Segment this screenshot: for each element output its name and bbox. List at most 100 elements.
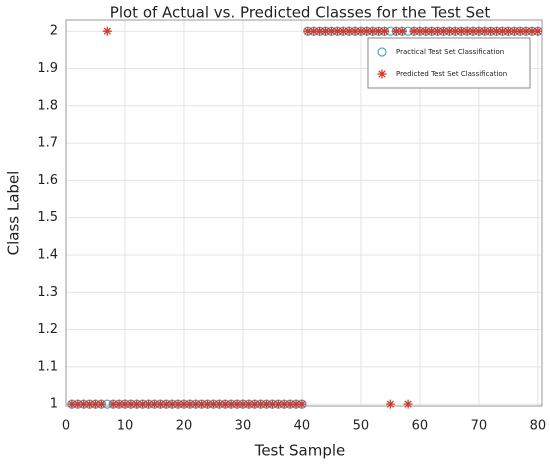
data-point [356, 26, 366, 36]
data-point [468, 26, 478, 36]
y-tick-label: 2 [50, 24, 58, 39]
data-point [161, 399, 171, 409]
data-point [391, 26, 401, 36]
data-point [144, 399, 154, 409]
data-point [456, 26, 466, 36]
x-tick-label: 60 [412, 419, 429, 434]
data-point [444, 26, 454, 36]
x-tick-label: 0 [62, 419, 70, 434]
data-point [197, 399, 207, 409]
data-point [291, 399, 301, 409]
data-point [480, 26, 490, 36]
data-point [515, 26, 525, 36]
y-tick-label: 1.6 [37, 173, 58, 188]
data-point [509, 26, 519, 36]
data-point [374, 26, 384, 36]
data-point [326, 26, 336, 36]
x-tick-label: 40 [294, 419, 311, 434]
data-point [368, 26, 378, 36]
data-point [191, 399, 201, 409]
data-point [521, 26, 531, 36]
data-point [108, 399, 118, 409]
y-tick-label: 1.5 [37, 210, 58, 225]
data-point [250, 399, 260, 409]
data-point [450, 26, 460, 36]
data-point [462, 26, 472, 36]
data-point [96, 399, 106, 409]
data-point [85, 399, 95, 409]
data-point [73, 399, 83, 409]
data-point [486, 26, 496, 36]
data-point [102, 26, 112, 36]
data-point [90, 399, 100, 409]
data-point [267, 399, 277, 409]
legend-label: Practical Test Set Classification [396, 48, 504, 56]
data-point [126, 399, 136, 409]
x-tick-label: 50 [353, 419, 370, 434]
data-point [297, 399, 307, 409]
data-point [262, 399, 272, 409]
data-point [149, 399, 159, 409]
y-tick-label: 1.3 [37, 285, 58, 300]
data-point [344, 26, 354, 36]
data-point [238, 399, 248, 409]
data-point [503, 26, 513, 36]
data-point [114, 399, 124, 409]
y-tick-label: 1.8 [37, 98, 58, 113]
data-point [214, 399, 224, 409]
data-point [179, 399, 189, 409]
x-tick-label: 10 [117, 419, 134, 434]
y-tick-label: 1.1 [37, 359, 58, 374]
data-point [132, 399, 142, 409]
data-point [315, 26, 325, 36]
data-point [350, 26, 360, 36]
data-point [155, 399, 165, 409]
data-point [79, 399, 89, 409]
x-tick-label: 70 [471, 419, 488, 434]
x-tick-label: 80 [530, 419, 547, 434]
data-point [232, 399, 242, 409]
data-point [120, 399, 130, 409]
data-point [173, 399, 183, 409]
data-point [226, 399, 236, 409]
data-point [380, 26, 390, 36]
legend-marker [377, 47, 387, 57]
data-point [421, 26, 431, 36]
data-point [497, 26, 507, 36]
data-point [492, 26, 502, 36]
x-axis-label: Test Sample [254, 442, 346, 460]
x-tick-label: 30 [235, 419, 252, 434]
data-point [533, 26, 543, 36]
x-tick-label: 20 [176, 419, 193, 434]
data-point [273, 399, 283, 409]
data-point [67, 399, 77, 409]
data-point [427, 26, 437, 36]
data-point [409, 26, 419, 36]
y-tick-label: 1.2 [37, 322, 58, 337]
data-point [403, 399, 413, 409]
data-point [285, 399, 295, 409]
data-point [185, 399, 195, 409]
data-point [362, 26, 372, 36]
data-point [527, 26, 537, 36]
data-point [138, 399, 148, 409]
y-tick-label: 1.4 [37, 247, 58, 262]
data-point [256, 399, 266, 409]
y-tick-label: 1.7 [37, 136, 58, 151]
data-point [220, 399, 230, 409]
data-point [208, 399, 218, 409]
legend-marker [377, 69, 387, 79]
data-point [438, 26, 448, 36]
data-point [415, 26, 425, 36]
data-point [244, 399, 254, 409]
data-point [203, 399, 213, 409]
data-point [433, 26, 443, 36]
chart-title: Plot of Actual vs. Predicted Classes for… [110, 4, 491, 22]
data-point [321, 26, 331, 36]
data-point [303, 26, 313, 36]
y-tick-label: 1 [50, 397, 58, 412]
data-point [385, 399, 395, 409]
y-tick-label: 1.9 [37, 61, 58, 76]
data-point [338, 26, 348, 36]
